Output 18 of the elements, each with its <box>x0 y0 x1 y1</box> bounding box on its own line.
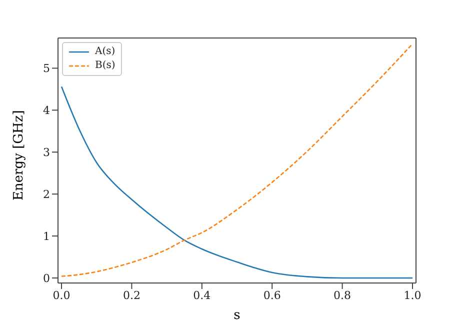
x-tick-label: 0.0 <box>52 288 70 302</box>
x-tick-label: 0.2 <box>122 288 140 302</box>
x-tick-label: 0.8 <box>334 288 352 302</box>
legend-label: B(s) <box>95 59 116 73</box>
y-tick-label: 2 <box>43 188 50 201</box>
y-tick-label: 1 <box>43 230 50 243</box>
y-tick-label: 3 <box>43 146 50 160</box>
line-series <box>60 43 414 277</box>
x-axis-title: s <box>234 308 240 323</box>
y-tick-label: 5 <box>43 62 50 76</box>
y-tick-label: 0 <box>43 272 50 285</box>
y-axis-title: Energy [GHz] <box>12 110 27 200</box>
x-tick-label: 1.0 <box>404 288 422 302</box>
x-tick-label: 0.4 <box>193 288 211 302</box>
x-tick-label: 0.6 <box>263 288 281 302</box>
y-tick-label: 4 <box>43 104 50 118</box>
legend-label: A(s) <box>95 45 116 59</box>
line-series <box>60 86 414 279</box>
